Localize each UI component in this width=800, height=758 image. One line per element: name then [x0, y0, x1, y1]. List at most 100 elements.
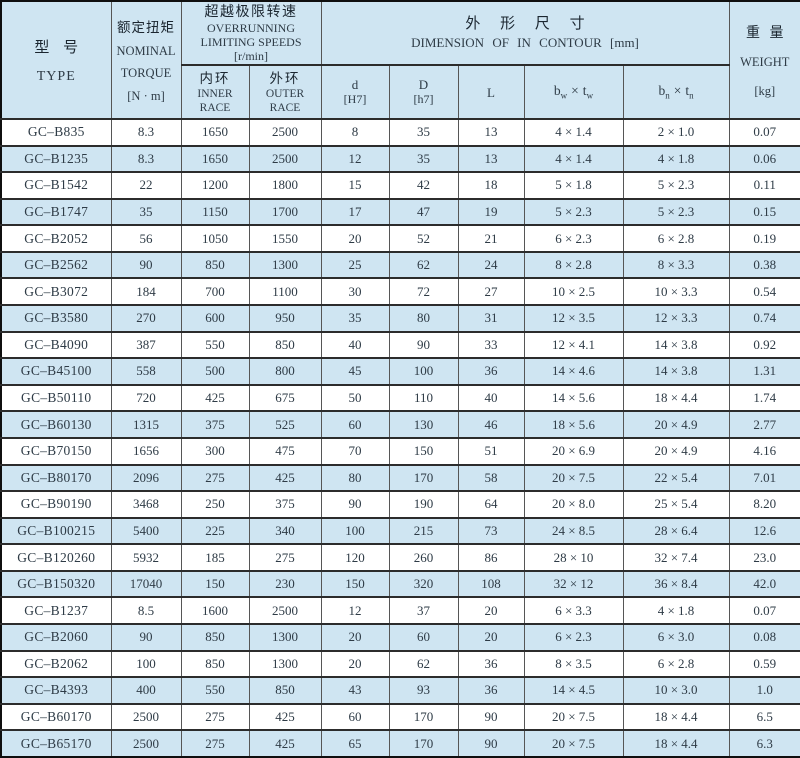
type-header-zh: 型 号: [34, 39, 84, 56]
outer-diameter-D-cell: 170: [388, 464, 459, 492]
table-row: GC–B45100 558 500 800 45 100 36 14 × 4.6…: [0, 357, 800, 386]
torque-cell: 90: [110, 623, 182, 652]
outer-diameter-D-cell: 130: [388, 410, 459, 439]
type-cell: GC–B65170: [0, 729, 112, 758]
keyway-bw-tw-cell: 20 × 7.5: [523, 729, 624, 758]
keyway-bw-tw-cell: 5 × 1.8: [523, 171, 624, 200]
inner-race-speed-cell: 550: [180, 676, 250, 705]
column-header-type: 型 号 TYPE: [0, 0, 112, 120]
length-L-cell: 24: [457, 251, 525, 279]
length-L-cell: 90: [457, 703, 525, 731]
outer-diameter-D-cell: 47: [388, 198, 459, 226]
torque-cell: 558: [110, 357, 182, 386]
table-row: GC–B3580 270 600 950 35 80 31 12 × 3.5 1…: [0, 304, 800, 333]
torque-cell: 1656: [110, 437, 182, 466]
group-header-overrunning-limiting-speeds: 超越极限转速 OVERRUNNING LIMITING SPEEDS [r/mi…: [180, 0, 322, 66]
table-row: GC–B2562 90 850 1300 25 62 24 8 × 2.8 8 …: [0, 251, 800, 279]
length-L-cell: 64: [457, 490, 525, 519]
torque-cell: 2500: [110, 703, 182, 731]
keyway-bn-tn-cell: 36 × 8.4: [622, 570, 730, 598]
outer-race-speed-cell: 1100: [248, 277, 322, 306]
inner-race-speed-cell: 1600: [180, 596, 250, 625]
length-L-cell: 13: [457, 118, 525, 147]
inner-race-speed-cell: 300: [180, 437, 250, 466]
type-cell: GC–B1235: [0, 145, 112, 173]
weight-cell: 0.07: [728, 596, 800, 625]
inner-race-speed-cell: 275: [180, 464, 250, 492]
torque-cell: 3468: [110, 490, 182, 519]
bore-d-cell: 90: [320, 490, 390, 519]
outer-diameter-D-cell: 60: [388, 623, 459, 652]
weight-cell: 0.74: [728, 304, 800, 333]
outer-diameter-D-cell: 150: [388, 437, 459, 466]
outer-race-speed-cell: 2500: [248, 145, 322, 173]
keyway-bn-tn-cell: 18 × 4.4: [622, 703, 730, 731]
keyway-bn-tn-cell: 18 × 4.4: [622, 384, 730, 412]
length-L-cell: 19: [457, 198, 525, 226]
outer-diameter-D-cell: 42: [388, 171, 459, 200]
type-cell: GC–B1747: [0, 198, 112, 226]
inner-race-speed-cell: 1050: [180, 224, 250, 253]
keyway-bw-tw-cell: 28 × 10: [523, 543, 624, 572]
type-cell: GC–B4393: [0, 676, 112, 705]
header-row-top: 型 号 TYPE 额定扭矩 NOMINAL TORQUE [N · m] 超越极…: [0, 0, 800, 120]
table-row: GC–B90190 3468 250 375 90 190 64 20 × 8.…: [0, 490, 800, 519]
bore-d-cell: 80: [320, 464, 390, 492]
length-L-cell: 36: [457, 650, 525, 678]
outer-race-speed-cell: 950: [248, 304, 322, 333]
bore-d-cell: 12: [320, 145, 390, 173]
inner-race-speed-cell: 850: [180, 251, 250, 279]
keyway-bw-tw-cell: 8 × 2.8: [523, 251, 624, 279]
outer-diameter-D-cell: 80: [388, 304, 459, 333]
keyway-bn-tn-cell: 32 × 7.4: [622, 543, 730, 572]
outer-diameter-D-cell: 62: [388, 650, 459, 678]
type-cell: GC–B100215: [0, 517, 112, 545]
bore-d-cell: 20: [320, 224, 390, 253]
group-header-dimension-of-contour: 外 形 尺 寸 DIMENSION OF IN CONTOUR [mm]: [320, 0, 730, 66]
bore-d-cell: 17: [320, 198, 390, 226]
keyway-bn-tn-cell: 5 × 2.3: [622, 198, 730, 226]
table-row: GC–B2062 100 850 1300 20 62 36 8 × 3.5 6…: [0, 650, 800, 678]
length-L-cell: 20: [457, 596, 525, 625]
outer-race-speed-cell: 675: [248, 384, 322, 412]
type-cell: GC–B60130: [0, 410, 112, 439]
weight-cell: 42.0: [728, 570, 800, 598]
torque-cell: 400: [110, 676, 182, 705]
table-row: GC–B4090 387 550 850 40 90 33 12 × 4.1 1…: [0, 331, 800, 359]
outer-diameter-D-cell: 215: [388, 517, 459, 545]
type-cell: GC–B70150: [0, 437, 112, 466]
outer-diameter-D-cell: 170: [388, 729, 459, 758]
outer-race-speed-cell: 340: [248, 517, 322, 545]
outer-diameter-D-cell: 190: [388, 490, 459, 519]
weight-cell: 0.11: [728, 171, 800, 200]
torque-cell: 8.3: [110, 118, 182, 147]
torque-cell: 387: [110, 331, 182, 359]
bore-d-cell: 70: [320, 437, 390, 466]
length-L-cell: 27: [457, 277, 525, 306]
length-L-cell: 58: [457, 464, 525, 492]
keyway-bn-tn-cell: 18 × 4.4: [622, 729, 730, 758]
keyway-bn-tn-cell: 6 × 2.8: [622, 650, 730, 678]
outer-diameter-D-cell: 62: [388, 251, 459, 279]
keyway-bw-tw-cell: 6 × 3.3: [523, 596, 624, 625]
outer-diameter-D-cell: 320: [388, 570, 459, 598]
inner-race-speed-cell: 700: [180, 277, 250, 306]
type-cell: GC–B1542: [0, 171, 112, 200]
length-L-cell: 21: [457, 224, 525, 253]
type-cell: GC–B120260: [0, 543, 112, 572]
column-header-length-L: L: [457, 64, 525, 120]
inner-race-speed-cell: 225: [180, 517, 250, 545]
outer-race-speed-cell: 375: [248, 490, 322, 519]
inner-race-speed-cell: 275: [180, 703, 250, 731]
keyway-bw-tw-cell: 12 × 4.1: [523, 331, 624, 359]
inner-race-speed-cell: 1150: [180, 198, 250, 226]
keyway-bn-tn-cell: 12 × 3.3: [622, 304, 730, 333]
keyway-bw-tw-cell: 20 × 6.9: [523, 437, 624, 466]
torque-cell: 2500: [110, 729, 182, 758]
outer-race-speed-cell: 2500: [248, 118, 322, 147]
table-header: 型 号 TYPE 额定扭矩 NOMINAL TORQUE [N · m] 超越极…: [0, 0, 800, 120]
table-row: GC–B4393 400 550 850 43 93 36 14 × 4.5 1…: [0, 676, 800, 705]
column-header-outer-race: 外环 OUTER RACE: [248, 64, 322, 120]
torque-cell: 22: [110, 171, 182, 200]
table-row: GC–B70150 1656 300 475 70 150 51 20 × 6.…: [0, 437, 800, 466]
